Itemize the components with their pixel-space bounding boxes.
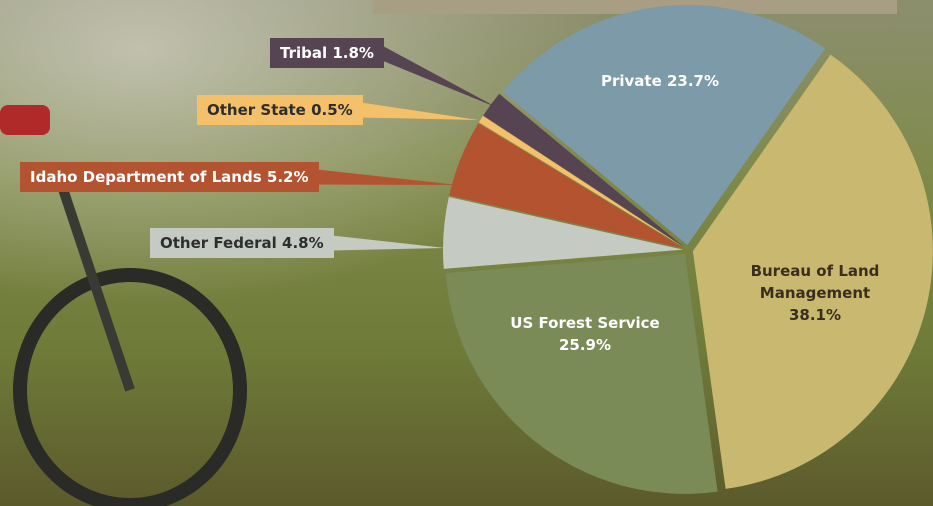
callout-label: Idaho Department of Lands 5.2% xyxy=(20,162,319,192)
callout-label: Other Federal 4.8% xyxy=(150,228,334,258)
category-name: Bureau of Land Management xyxy=(751,262,880,302)
slice-label: US Forest Service 25.9% xyxy=(490,312,680,356)
category-name: US Forest Service xyxy=(510,314,659,332)
category-name: Private xyxy=(601,72,662,90)
value-label: 0.5% xyxy=(311,101,353,119)
value-label: 5.2% xyxy=(267,168,309,186)
value-label: 1.8% xyxy=(332,44,374,62)
slice-label: Bureau of Land Management 38.1% xyxy=(730,260,900,326)
category-name: Other Federal xyxy=(160,234,277,252)
bicycle-part xyxy=(0,105,50,135)
slice-label: Private 23.7% xyxy=(570,70,750,92)
category-name: Idaho Department of Lands xyxy=(30,168,262,186)
category-name: Other State xyxy=(207,101,306,119)
callout-label: Other State 0.5% xyxy=(197,95,363,125)
chart xyxy=(0,0,933,506)
value-label: 25.9% xyxy=(559,336,611,354)
page: (() => { const data = JSON.parse(documen… xyxy=(0,0,933,506)
value-label: 38.1% xyxy=(789,306,841,324)
value-label: 4.8% xyxy=(282,234,324,252)
value-label: 23.7% xyxy=(667,72,719,90)
callout-label: Tribal 1.8% xyxy=(270,38,384,68)
category-name: Tribal xyxy=(280,44,327,62)
